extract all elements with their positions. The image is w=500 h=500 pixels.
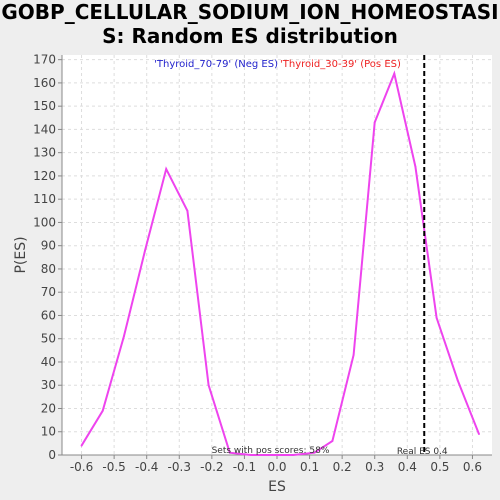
- y-tick-label: 150: [33, 99, 56, 113]
- y-tick-label: 140: [33, 122, 56, 136]
- real-es-label: Real ES 0.4: [397, 447, 448, 457]
- x-tick-label: 0.4: [398, 460, 417, 474]
- y-tick-label: 30: [41, 378, 56, 392]
- data-point: [228, 451, 231, 454]
- data-point: [414, 165, 417, 168]
- chart-title-line-1: GOBP_CELLULAR_SODIUM_ION_HOMEOSTASI: [1, 0, 498, 24]
- y-tick-label: 160: [33, 76, 56, 90]
- x-tick-label: -0.3: [168, 460, 191, 474]
- x-tick-label: -0.6: [70, 460, 93, 474]
- x-tick-label: 0.1: [300, 460, 319, 474]
- data-point: [80, 444, 83, 447]
- x-tick-label: -0.1: [233, 460, 256, 474]
- x-tick-label: -0.4: [135, 460, 158, 474]
- x-tick-label: 0.3: [365, 460, 384, 474]
- data-point: [292, 454, 295, 456]
- y-axis-ticks: 0 10 20 30 40 50 60 70 80 90 100 110 120 130 140 150 160…: [33, 53, 62, 462]
- y-tick-label: 40: [41, 355, 56, 369]
- data-point: [250, 454, 252, 456]
- data-point: [207, 384, 210, 387]
- y-tick-label: 70: [41, 285, 56, 299]
- legend: 'Thyroid_70-79' (Neg ES) 'Thyroid_30-39'…: [154, 59, 401, 70]
- chart-title-line-2: S: Random ES distribution: [102, 24, 398, 48]
- y-tick-label: 50: [41, 332, 56, 346]
- x-tick-label: 0.2: [333, 460, 352, 474]
- y-tick-label: 90: [41, 239, 56, 253]
- y-tick-label: 130: [33, 146, 56, 160]
- y-tick-label: 170: [33, 53, 56, 67]
- y-axis-label: P(ES): [13, 236, 29, 273]
- data-point: [393, 72, 396, 75]
- data-point: [122, 335, 125, 338]
- data-point: [144, 249, 146, 252]
- x-axis-label: ES: [268, 479, 286, 495]
- data-point: [373, 121, 376, 124]
- series-layer: [80, 70, 480, 456]
- data-point: [186, 209, 189, 212]
- data-point: [101, 409, 104, 412]
- x-tick-label: -0.2: [200, 460, 223, 474]
- x-tick-label: 0.6: [463, 460, 482, 474]
- data-point: [165, 168, 168, 170]
- legend-neg-es: 'Thyroid_70-79' (Neg ES): [154, 59, 278, 70]
- y-tick-label: 60: [41, 308, 56, 322]
- y-tick-label: 10: [41, 425, 56, 439]
- data-point: [478, 433, 480, 435]
- pos-scores-annotation: Sets with pos scores: 58%: [212, 446, 330, 456]
- y-tick-label: 0: [48, 448, 56, 462]
- data-point: [435, 316, 438, 319]
- legend-pos-es: 'Thyroid_30-39' (Pos ES): [280, 59, 401, 70]
- y-tick-label: 120: [33, 169, 56, 183]
- data-point: [352, 354, 355, 356]
- data-point: [271, 454, 274, 456]
- y-tick-label: 80: [41, 262, 56, 276]
- x-axis-ticks: -0.6 -0.5 -0.4 -0.3 -0.2 -0.1 0.0 0.1 0.2 0.3 0.4 0…: [70, 455, 482, 474]
- data-point: [456, 379, 459, 382]
- data-point: [313, 451, 316, 454]
- x-tick-label: 0.0: [267, 460, 286, 474]
- data-point: [331, 440, 334, 442]
- y-tick-label: 110: [33, 192, 56, 206]
- es-distribution-line: [80, 70, 480, 456]
- x-tick-label: 0.5: [430, 460, 449, 474]
- grid-lines: [62, 55, 492, 456]
- x-tick-label: -0.5: [102, 460, 125, 474]
- y-tick-label: 100: [33, 215, 56, 229]
- y-tick-label: 20: [41, 401, 56, 415]
